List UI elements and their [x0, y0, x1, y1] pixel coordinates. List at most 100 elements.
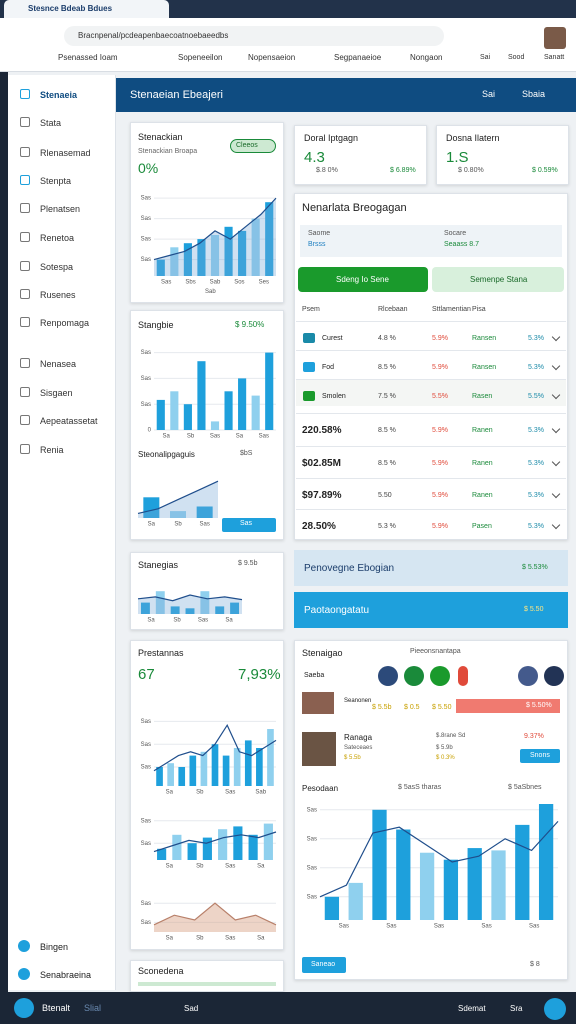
- button[interactable]: [298, 267, 428, 292]
- y-tick-label: 0: [148, 428, 152, 434]
- nav-item[interactable]: Nenasea: [40, 359, 77, 369]
- nav-icon: [20, 415, 30, 425]
- nav-item[interactable]: Renetoa: [40, 233, 75, 243]
- toolbar-label[interactable]: Sanatt: [544, 54, 565, 61]
- bar: [156, 259, 165, 276]
- y-tick-label: Sas: [141, 719, 151, 725]
- bookmark[interactable]: Segpanaeioe: [334, 53, 382, 62]
- button[interactable]: [432, 267, 564, 292]
- x-tick-label: Sa: [166, 864, 174, 870]
- x-tick-label: Sas: [529, 924, 539, 930]
- taskbar-item[interactable]: Sdemat: [458, 1004, 486, 1013]
- nav-item[interactable]: Sotespa: [40, 262, 74, 272]
- bar: [215, 606, 225, 614]
- bar: [515, 824, 530, 920]
- x-tick-label: Sa: [163, 434, 171, 440]
- card-subtitle: Pieeonsnantapa: [410, 648, 461, 655]
- banner-title: Penovegne Ebogian: [304, 563, 395, 574]
- bar: [143, 497, 160, 518]
- taskbar-item[interactable]: Sad: [184, 1004, 199, 1013]
- cell: Ranen: [472, 427, 493, 434]
- nav-item[interactable]: Renpomaga: [40, 318, 90, 328]
- bookmark[interactable]: Nopensaeion: [248, 53, 296, 62]
- taskbar-label[interactable]: Slial: [84, 1003, 102, 1013]
- banner-value: $ 5.50: [524, 606, 544, 613]
- button[interactable]: [520, 749, 560, 763]
- toggle[interactable]: [230, 139, 276, 153]
- bar: [265, 352, 274, 430]
- start-icon[interactable]: [14, 998, 34, 1018]
- url[interactable]: Bracnpenal/pcdeapenbaecoatnoebaeedbs: [78, 31, 229, 40]
- nav-item[interactable]: Sisgaen: [40, 388, 73, 398]
- bookmark[interactable]: Nongaon: [410, 53, 443, 62]
- line: [153, 197, 277, 261]
- bar: [251, 395, 260, 430]
- nav-item[interactable]: Rlenasemad: [40, 148, 91, 158]
- avatar: [430, 666, 450, 686]
- x-tick-label: Sas: [339, 924, 349, 930]
- bar: [238, 230, 247, 276]
- nav-icon: [20, 203, 30, 213]
- toggle-label[interactable]: Cleeos: [236, 142, 258, 149]
- button-label[interactable]: Snons: [530, 752, 550, 759]
- nav-item[interactable]: Stenaeia: [40, 90, 78, 100]
- bookmark[interactable]: Sopeneeilon: [178, 53, 223, 62]
- cell: 8.5 %: [378, 364, 396, 371]
- kpi-sub: $ 0.80%: [458, 167, 484, 174]
- thumb: [302, 692, 334, 714]
- bar: [155, 591, 165, 614]
- row-divider: [296, 379, 566, 380]
- header-link[interactable]: Sbaia: [522, 89, 546, 99]
- x-tick-label: Sas: [225, 790, 235, 796]
- column-header: Psem: [302, 306, 320, 313]
- taskbar-item[interactable]: Sra: [510, 1004, 523, 1013]
- line: [153, 723, 277, 772]
- toolbar-label[interactable]: Sai: [480, 54, 491, 61]
- tab-title[interactable]: Stesnce Bdeab Bdues: [28, 4, 113, 13]
- card: [130, 552, 284, 630]
- nav-icon: [20, 175, 30, 185]
- nav-item[interactable]: Renia: [40, 445, 64, 455]
- card-title: Sconedena: [138, 966, 184, 976]
- nav-item[interactable]: Bingen: [40, 942, 69, 952]
- bar: [185, 608, 195, 614]
- row-divider: [296, 509, 566, 510]
- nav-item[interactable]: Senabraeina: [40, 970, 92, 980]
- nav-item[interactable]: Stata: [40, 118, 62, 128]
- mini-chart: Sas Sas Sas Sas Sas Sas Sas Sas Sas: [307, 804, 559, 930]
- toolbar-label[interactable]: Sood: [508, 54, 525, 61]
- stat-value: Brsss: [308, 241, 326, 248]
- bookmark[interactable]: Psenassed Ioam: [58, 53, 118, 62]
- tray-icon[interactable]: [544, 998, 566, 1020]
- cell: 5.3%: [528, 492, 544, 499]
- bar: [183, 243, 192, 276]
- y-tick-label: Sas: [141, 920, 151, 926]
- cell: 5.5%: [432, 393, 448, 400]
- area: [154, 198, 276, 276]
- header-link[interactable]: Sai: [482, 89, 496, 99]
- page-title: Stenaeian Ebeajeri: [130, 89, 223, 101]
- nav-item[interactable]: Plenatsen: [40, 204, 81, 214]
- button-label[interactable]: Semenpe Stana: [470, 275, 528, 284]
- nav-item[interactable]: Rusenes: [40, 290, 76, 300]
- taskbar-label[interactable]: Btenalt: [42, 1003, 71, 1013]
- bar: [172, 834, 182, 860]
- cell: 8.5 %: [378, 460, 396, 467]
- bar: [538, 804, 554, 920]
- nav-icon: [18, 968, 30, 980]
- button-label[interactable]: Sdeng Io Sene: [336, 275, 389, 284]
- button[interactable]: [222, 518, 276, 532]
- nav-item[interactable]: Aepeatassetat: [40, 416, 98, 426]
- cell: Smolen: [322, 393, 346, 400]
- button-label[interactable]: Sas: [240, 520, 253, 527]
- button[interactable]: [302, 957, 346, 973]
- y-tick-label: Sas: [141, 196, 151, 202]
- x-tick-label: Sab: [255, 790, 266, 796]
- nav-item[interactable]: Stenpta: [40, 176, 72, 186]
- card-title: Stangbie: [138, 320, 174, 330]
- bar: [170, 511, 186, 518]
- y-tick-label: Sas: [141, 841, 151, 847]
- bar: [202, 837, 212, 860]
- button-label[interactable]: Saneao: [311, 961, 336, 968]
- header-bar: [116, 78, 576, 112]
